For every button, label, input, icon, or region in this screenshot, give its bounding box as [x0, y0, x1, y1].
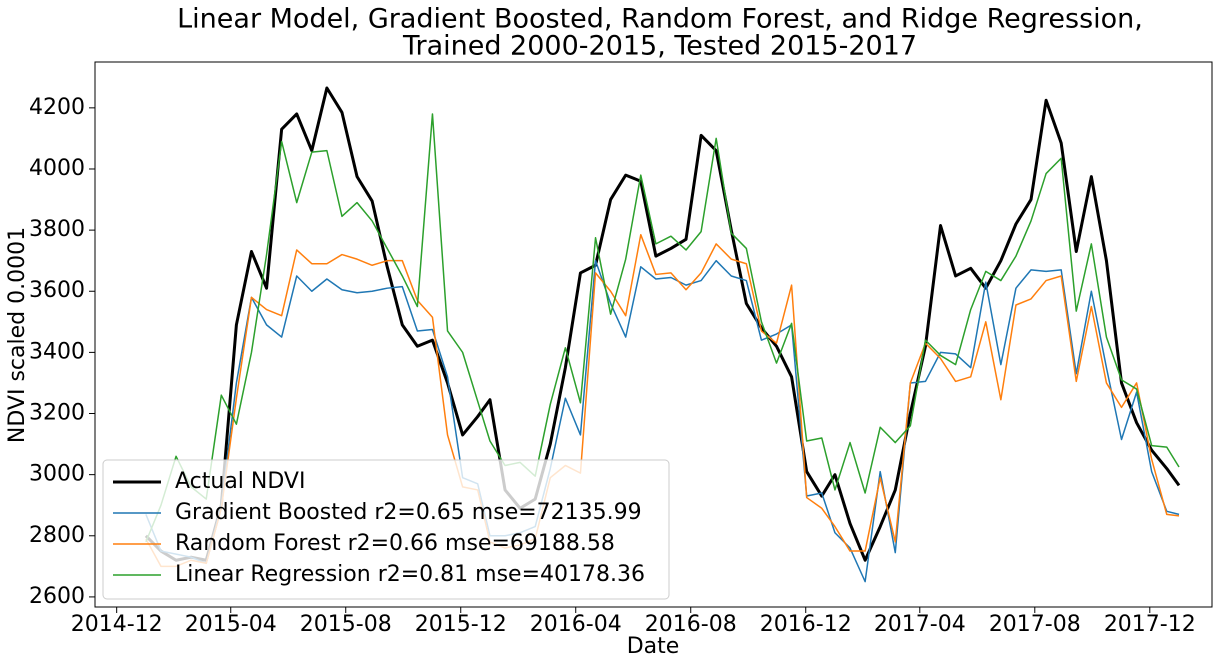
chart-title: Trained 2000-2015, Tested 2015-2017	[402, 31, 917, 62]
x-tick-label: 2017-12	[1104, 612, 1196, 637]
y-tick-label: 3600	[29, 278, 85, 303]
y-tick-label: 3000	[29, 462, 85, 487]
y-tick-label: 2800	[29, 523, 85, 548]
legend-label: Actual NDVI	[175, 469, 305, 494]
x-tick-label: 2016-04	[530, 612, 622, 637]
x-tick-label: 2016-12	[760, 612, 852, 637]
y-tick-label: 2600	[29, 584, 85, 609]
legend-label: Linear Regression r2=0.81 mse=40178.36	[175, 562, 645, 587]
y-tick-label: 4000	[29, 156, 85, 181]
legend-label: Random Forest r2=0.66 mse=69188.58	[175, 531, 615, 556]
y-tick-label: 3400	[29, 339, 85, 364]
y-tick-label: 3800	[29, 217, 85, 242]
y-tick-label: 4200	[29, 95, 85, 120]
x-tick-label: 2014-12	[71, 612, 163, 637]
x-tick-label: 2017-04	[874, 612, 966, 637]
x-tick-label: 2017-08	[989, 612, 1081, 637]
x-axis-label: Date	[627, 634, 680, 659]
chart-title: Linear Model, Gradient Boosted, Random F…	[177, 4, 1143, 35]
plot-frame	[94, 61, 1213, 608]
x-tick-label: 2015-12	[415, 612, 507, 637]
series-line	[145, 113, 1180, 543]
x-tick-label: 2015-04	[185, 612, 277, 637]
y-tick-label: 3200	[29, 401, 85, 426]
series-line	[145, 233, 1180, 568]
series-line	[145, 259, 1180, 583]
series-line	[144, 86, 1181, 562]
legend-box	[102, 459, 670, 600]
legend-label: Gradient Boosted r2=0.65 mse=72135.99	[175, 500, 642, 525]
y-axis-label: NDVI scaled 0.0001	[5, 227, 30, 443]
x-tick-label: 2015-08	[300, 612, 392, 637]
x-tick-label: 2016-08	[645, 612, 737, 637]
